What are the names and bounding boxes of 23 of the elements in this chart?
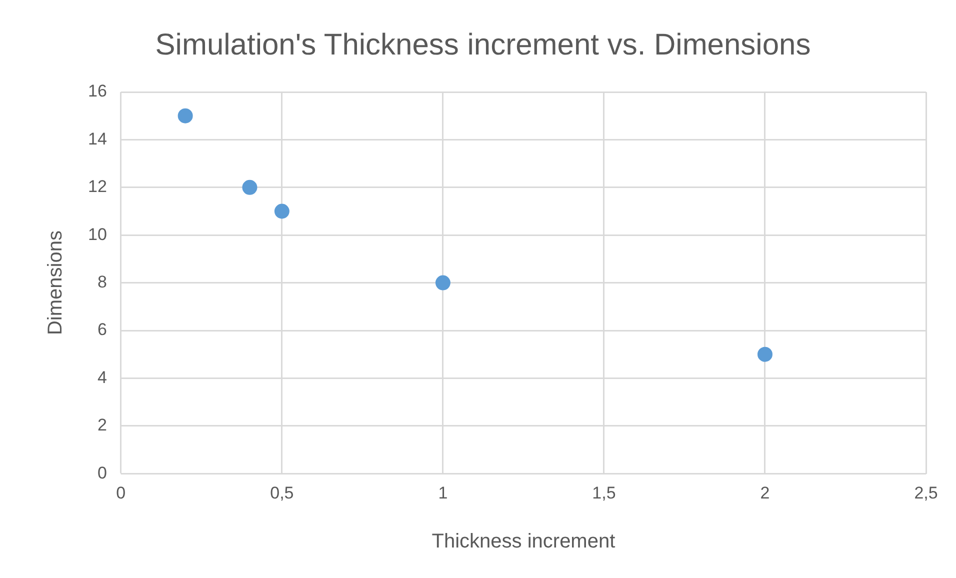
y-tick-label: 16 — [88, 82, 107, 101]
x-tick-label: 2 — [760, 483, 770, 502]
y-tick-label: 6 — [97, 320, 107, 340]
point — [274, 204, 290, 219]
point — [242, 180, 258, 195]
x-axis-title: Thickness increment — [432, 530, 616, 553]
x-tick-label: 1,5 — [592, 483, 616, 502]
y-tick-label: 0 — [97, 463, 107, 482]
point — [435, 275, 450, 290]
y-tick-label: 4 — [97, 368, 107, 387]
x-tick-label: 1 — [438, 483, 448, 502]
y-axis-title: Dimensions — [44, 230, 67, 336]
y-tick-label: 2 — [97, 416, 107, 435]
point — [178, 108, 193, 124]
y-tick-label: 10 — [88, 224, 107, 244]
x-tick-label: 0 — [116, 483, 126, 502]
y-tick-label: 8 — [97, 272, 107, 292]
y-tick-label: 14 — [88, 129, 107, 148]
point — [757, 346, 772, 362]
x-tick-label: 2,5 — [914, 483, 938, 502]
x-tick-label: 0,5 — [270, 483, 294, 502]
chart-title: Simulation's Thickness increment vs. Dimensions — [155, 28, 811, 62]
y-tick-label: 12 — [88, 177, 107, 196]
